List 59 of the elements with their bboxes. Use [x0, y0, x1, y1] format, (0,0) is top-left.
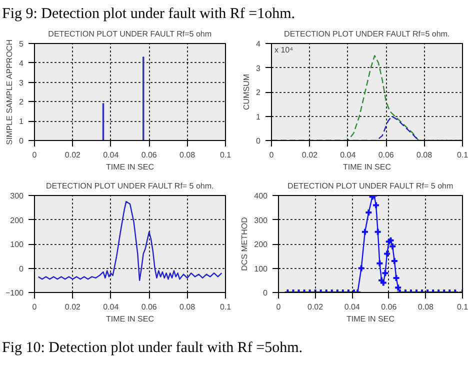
y-axis-title: DCS METHOD [240, 216, 250, 271]
y-tick-label: 1 [19, 117, 24, 126]
x-tick-label: 0.1 [220, 302, 232, 312]
x-tick-label: 0.1 [456, 150, 469, 160]
x-tick-label: 0.06 [141, 302, 158, 312]
y-tick-label: 0 [256, 136, 262, 146]
y-tick-label: 1 [256, 112, 262, 122]
y-tick-label: 4 [19, 58, 24, 68]
x-tick-label: 0.08 [180, 302, 196, 312]
y-tick-label: 100 [254, 264, 268, 274]
y-tick-label: 0 [19, 264, 24, 274]
y-tick-label: 2 [19, 98, 24, 107]
y-tick-label: 300 [254, 216, 268, 225]
x-axis-title: TIME IN SEC [106, 162, 154, 172]
y-tick-label: 5 [19, 40, 24, 48]
y-tick-label: 300 [10, 192, 24, 200]
chart-title: DETECTION PLOT UNDER FAULT Rf= 5 ohm [288, 182, 454, 190]
x-tick-label: 0.02 [64, 150, 82, 160]
x-tick-label: 0.1 [456, 302, 469, 312]
x-tick-label: 0 [269, 150, 274, 160]
x-tick-label: 0.02 [308, 302, 324, 312]
y-tick-label: 200 [254, 240, 268, 249]
y-tick-label: 3 [19, 78, 24, 88]
x-tick-label: 0.02 [302, 150, 318, 160]
x-tick-label: 0.02 [64, 302, 82, 312]
x-tick-label: 0 [32, 150, 38, 160]
x-axis-title: TIME IN SEC [343, 162, 392, 172]
y-tick-label: 2 [256, 88, 262, 97]
x-tick-label: 0.04 [340, 150, 356, 160]
y-tick-label: 4 [256, 40, 262, 48]
x-tick-label: 0.1 [220, 150, 232, 160]
y-tick-label: −100 [5, 288, 24, 298]
x-tick-label: 0.08 [416, 150, 433, 160]
caption: Fig 9: Detection plot under fault with Rf =1ohm. [2, 5, 296, 24]
y-axis-title: CUMSUM [242, 74, 252, 110]
y-tick-label: 100 [10, 240, 24, 249]
y-tick-label: 0 [263, 288, 268, 298]
y-tick-label: 400 [254, 192, 268, 200]
annotation: x 10⁴ [274, 46, 294, 54]
chart-title: DETECTION PLOT UNDER FAULT Rf= 5 ohm. [46, 182, 214, 190]
x-tick-label: 0.04 [344, 302, 360, 312]
chart-title: DETECTION PLOT UNDER FAULT Rf=5 ohm. [284, 30, 450, 38]
x-tick-label: 0.06 [378, 150, 394, 160]
x-axis-title: TIME IN SEC [106, 314, 154, 324]
x-axis-title: TIME IN SEC [346, 314, 395, 324]
chart-title: DETECTION PLOT UNDER FAULT Rf=5 ohm [48, 30, 212, 38]
x-tick-label: 0.06 [141, 150, 158, 160]
y-tick-label: 3 [256, 64, 262, 73]
y-tick-label: 0 [19, 136, 24, 146]
x-tick-label: 0.08 [418, 302, 434, 312]
x-tick-label: 0.08 [180, 150, 196, 160]
x-tick-label: 0 [32, 302, 38, 312]
caption: Fig 10: Detection plot under fault with Rf =5ohm. [2, 339, 303, 358]
x-tick-label: 0.04 [103, 302, 120, 312]
x-tick-label: 0.04 [103, 150, 120, 160]
x-tick-label: 0 [276, 302, 282, 312]
y-tick-label: 200 [10, 216, 24, 225]
y-axis-title: SIMPLE SAMPLE APPROCH [5, 39, 14, 145]
x-tick-label: 0.06 [381, 302, 398, 312]
